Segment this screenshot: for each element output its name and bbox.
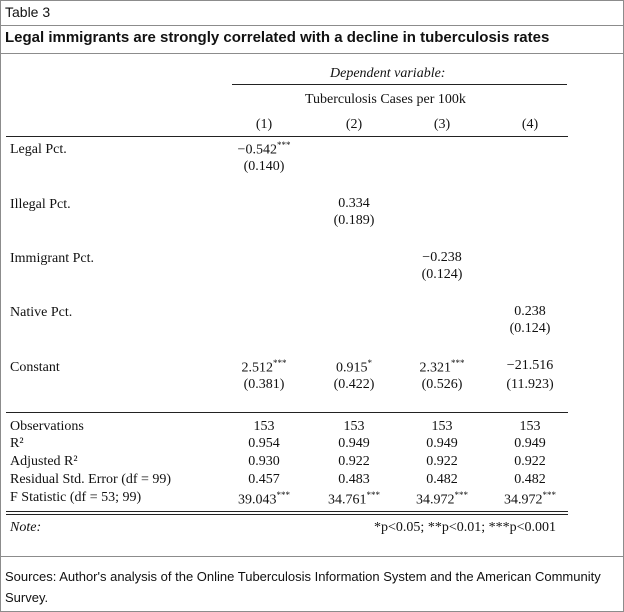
significance-stars: * (367, 358, 373, 368)
r2-4: 0.949 (514, 436, 546, 451)
stat-label-f-statistic: F Statistic (df = 53; 99) (10, 490, 142, 505)
table-bottom-rule-2 (6, 514, 568, 515)
constant-se-2: (0.422) (333, 377, 375, 392)
sources-note: Sources: Author's analysis of the Online… (5, 569, 601, 605)
f-statistic-2: 34.761*** (328, 490, 381, 508)
significance-stars: *** (542, 490, 557, 500)
table-number: Table 3 (5, 4, 51, 20)
immigrant-se: (0.124) (421, 267, 463, 282)
dependent-variable-heading: Dependent variable: (330, 66, 446, 81)
legal-estimate: −0.542*** (237, 140, 291, 158)
constant-se-3: (0.526) (421, 377, 463, 392)
model-number-1: (1) (255, 117, 273, 132)
r2-3: 0.949 (426, 436, 458, 451)
significance-stars: *** (276, 140, 291, 150)
significance-stars: *** (273, 358, 287, 368)
residual-se-4: 0.482 (514, 472, 546, 487)
observations-3: 153 (431, 419, 453, 434)
adjusted-r2-3: 0.922 (426, 454, 458, 469)
residual-se-2: 0.483 (338, 472, 370, 487)
stat-label-residual-se: Residual Std. Error (df = 99) (10, 472, 172, 487)
significance-note: *p<0.05; **p<0.01; ***p<0.001 (374, 520, 556, 535)
row-label-immigrant: Immigrant Pct. (10, 251, 94, 266)
significance-stars: *** (454, 490, 469, 500)
observations-1: 153 (253, 419, 275, 434)
adjusted-r2-1: 0.930 (248, 454, 280, 469)
r2-1: 0.954 (248, 436, 280, 451)
stat-label-observations: Observations (10, 419, 84, 434)
row-label-native: Native Pct. (10, 305, 73, 320)
residual-se-3: 0.482 (426, 472, 458, 487)
constant-se-4: (11.923) (506, 377, 554, 392)
constant-estimate-4: −21.516 (506, 358, 554, 373)
table-title: Legal immigrants are strongly correlated… (5, 29, 550, 46)
row-label-constant: Constant (10, 360, 60, 375)
significance-stars: *** (366, 490, 381, 500)
illegal-estimate: 0.334 (338, 196, 370, 211)
stat-label-adjusted-r2: Adjusted R² (10, 454, 78, 469)
sources-divider (0, 556, 624, 557)
stat-label-r2: R² (10, 436, 24, 451)
adjusted-r2-2: 0.922 (338, 454, 370, 469)
constant-estimate-1: 2.512*** (241, 358, 287, 376)
illegal-se: (0.189) (333, 213, 375, 228)
title-divider (0, 53, 624, 54)
constant-se-1: (0.381) (243, 377, 285, 392)
table-header-rule (6, 136, 568, 137)
coefficients-bottom-rule (6, 412, 568, 413)
note-label: Note: (10, 520, 42, 535)
significance-stars: *** (451, 358, 465, 368)
residual-se-1: 0.457 (248, 472, 280, 487)
immigrant-estimate: −0.238 (422, 250, 462, 265)
f-statistic-4: 34.972*** (504, 490, 557, 508)
adjusted-r2-4: 0.922 (514, 454, 546, 469)
constant-estimate-3: 2.321*** (419, 358, 465, 376)
model-number-4: (4) (521, 117, 539, 132)
dependent-variable-name: Tuberculosis Cases per 100k (305, 92, 466, 107)
native-se: (0.124) (509, 321, 551, 336)
f-statistic-3: 34.972*** (416, 490, 469, 508)
header-divider (0, 25, 624, 26)
constant-estimate-2: 0.915* (336, 358, 373, 376)
legal-se: (0.140) (243, 159, 285, 174)
significance-stars: *** (276, 490, 291, 500)
row-label-illegal: Illegal Pct. (10, 197, 71, 212)
dependent-variable-rule (232, 84, 567, 85)
observations-2: 153 (343, 419, 365, 434)
f-statistic-1: 39.043*** (238, 490, 291, 508)
model-number-3: (3) (433, 117, 451, 132)
native-estimate: 0.238 (514, 304, 546, 319)
model-number-2: (2) (345, 117, 363, 132)
observations-4: 153 (519, 419, 541, 434)
row-label-legal: Legal Pct. (10, 142, 67, 157)
r2-2: 0.949 (338, 436, 370, 451)
table-bottom-rule-1 (6, 511, 568, 512)
